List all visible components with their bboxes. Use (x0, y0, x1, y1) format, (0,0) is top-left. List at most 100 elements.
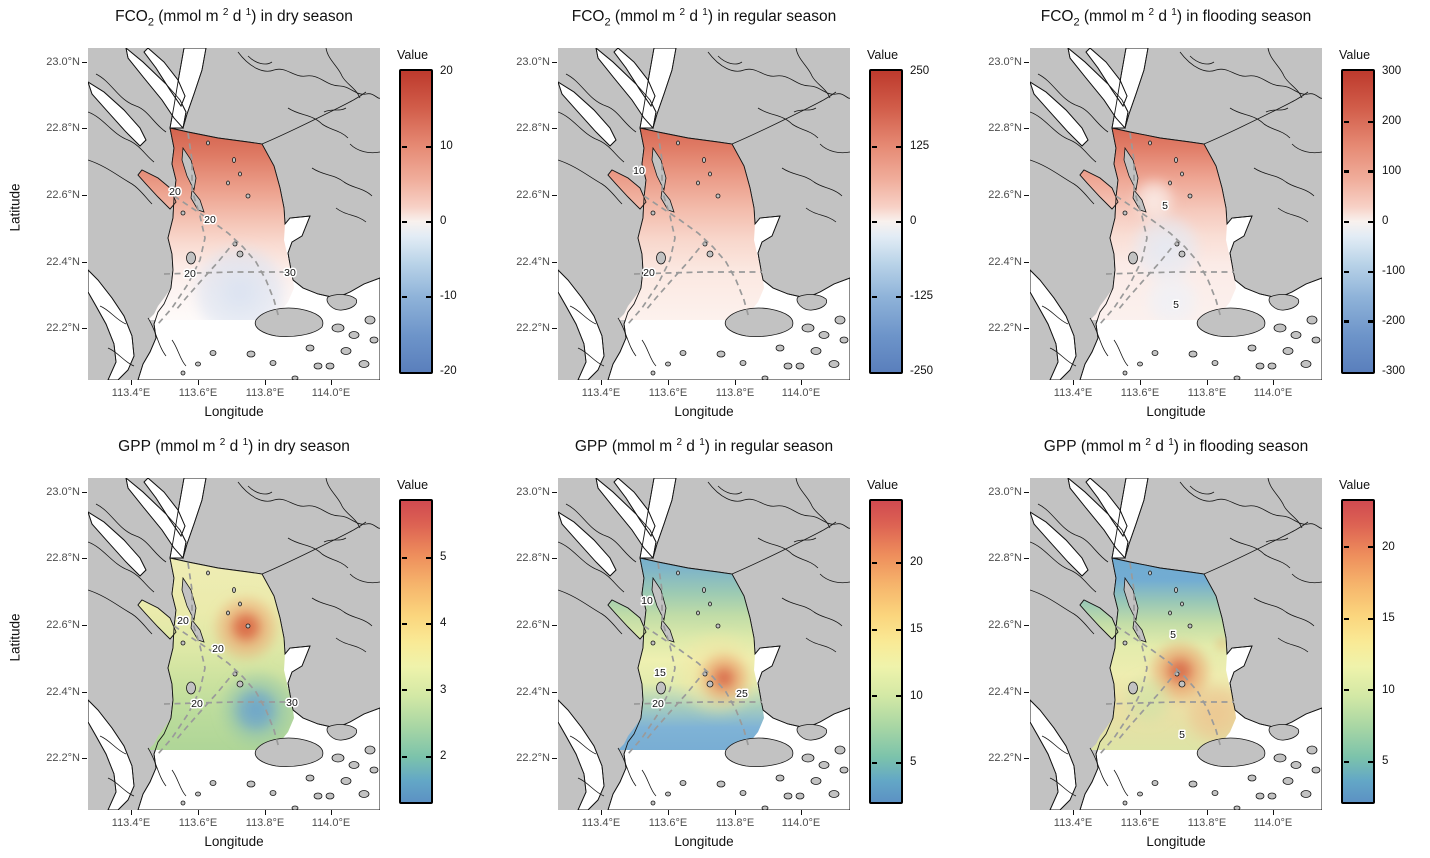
x-axis-title: Longitude (674, 404, 734, 419)
y-tick-mark (1024, 62, 1029, 64)
x-tick-mark (265, 380, 267, 385)
contour-label: 15 (654, 667, 666, 679)
y-tick-label: 22.8°N (46, 122, 80, 134)
contour-label: 5 (1173, 299, 1179, 311)
coastline-layer (558, 478, 850, 810)
coastline-layer (1030, 48, 1322, 380)
colorbar-title: Value (1339, 48, 1371, 62)
x-tick-label: 113.4°E (581, 387, 621, 399)
x-tick-mark (1140, 380, 1142, 385)
contour-label: 5 (1170, 629, 1176, 641)
x-tick-label: 113.6°E (1120, 387, 1160, 399)
y-tick-mark (82, 625, 87, 627)
coastline-layer (558, 48, 850, 380)
panel-title-part: GPP (118, 438, 151, 456)
contour-labels: 20 20 20 30 (168, 185, 298, 282)
colorbar-tick-label: 0 (1382, 215, 1389, 227)
y-tick-mark (1024, 692, 1029, 694)
colorbar-tick-mark (1343, 546, 1349, 549)
island-layer (180, 570, 379, 810)
colorbar-tick-label: 20 (440, 65, 453, 77)
y-tick-mark (82, 62, 87, 64)
colorbar-tick-label: 5 (440, 551, 447, 564)
x-tick-label: 113.4°E (581, 817, 621, 829)
colorbar-title: Value (397, 478, 429, 492)
x-tick-mark (735, 380, 737, 385)
x-tick-label: 114.0°E (311, 387, 351, 399)
y-tick-label: 22.4°N (46, 686, 80, 698)
y-tick-mark (82, 558, 87, 560)
coastline-layer (88, 478, 380, 810)
colorbar-tick-mark (1367, 170, 1373, 173)
panel-title-part: d (682, 438, 700, 456)
y-tick-mark (552, 62, 557, 64)
panel-title-part: (mmol m (1076, 438, 1146, 456)
panel-title-part: 2 (1148, 7, 1155, 18)
x-axis-title: Longitude (1146, 404, 1206, 419)
colorbar-tick-mark (1367, 546, 1373, 549)
panel-title-part: GPP (574, 438, 608, 456)
colorbar-tick-mark (895, 695, 901, 698)
colorbar-title: Value (397, 48, 429, 62)
colorbar-tick-label: 0 (440, 215, 447, 227)
colorbar-tick-label: 3 (440, 683, 447, 696)
river-lines (1030, 48, 1322, 367)
contour-label: 20 (177, 615, 189, 627)
x-tick-label: 113.6°E (648, 387, 688, 399)
y-tick-mark (82, 262, 87, 264)
x-axis-title: Longitude (1146, 834, 1206, 849)
colorbar-tick-mark (1367, 689, 1373, 692)
y-tick-label: 22.8°N (516, 552, 550, 564)
colorbar-tick-mark (425, 145, 431, 148)
x-tick-mark (1273, 810, 1275, 815)
y-tick-label: 23.0°N (988, 56, 1022, 68)
colorbar-tick-mark (401, 145, 407, 148)
panel-title-part: 2 (1073, 16, 1080, 29)
panel-title-part: 2 (147, 16, 154, 29)
x-tick-mark (331, 380, 333, 385)
contour-label: 20 (212, 643, 224, 655)
map-panel-gpp-regular: GPP (mmol m 2 d 1) in regular season 23.0… (470, 430, 942, 858)
x-tick-mark (198, 810, 200, 815)
colorbar (399, 499, 433, 804)
y-tick-label: 22.4°N (988, 686, 1022, 698)
colorbar-tick-label: -100 (1382, 265, 1406, 278)
panel-title-part: d (228, 8, 246, 26)
colorbar-tick-mark (871, 295, 877, 298)
y-tick-mark (1024, 558, 1029, 560)
colorbar-tick-mark (425, 689, 431, 692)
x-tick-label: 113.8°E (245, 817, 285, 829)
x-tick-label: 113.8°E (245, 387, 285, 399)
x-tick-label: 113.4°E (1053, 817, 1093, 829)
map-canvas: 20 20 20 30 (88, 48, 380, 380)
contour-label: 25 (736, 688, 748, 700)
colorbar-tick-label: 20 (1382, 540, 1395, 553)
y-tick-label: 22.4°N (988, 256, 1022, 268)
contour-label: 5 (1162, 200, 1168, 212)
colorbar-tick-label: 200 (1382, 115, 1402, 128)
contour-labels: 10 20 (632, 164, 657, 281)
y-tick-mark (82, 492, 87, 494)
y-tick-label: 23.0°N (46, 56, 80, 68)
y-tick-label: 22.6°N (516, 189, 550, 201)
colorbar-tick-mark (401, 622, 407, 626)
island-layer (650, 140, 849, 380)
colorbar-tick-label: 125 (910, 140, 930, 152)
y-tick-label: 22.6°N (46, 619, 80, 631)
contour-label: 20 (204, 214, 216, 226)
y-tick-mark (552, 625, 557, 627)
colorbar-tick-label: 15 (1382, 612, 1395, 624)
y-axis-title: Latitude (7, 613, 23, 662)
y-tick-mark (1024, 492, 1029, 494)
panel-title-part: (mmol m (150, 438, 220, 456)
colorbar (869, 499, 903, 804)
colorbar-tick-label: 5 (910, 756, 917, 769)
x-tick-label: 113.4°E (111, 817, 151, 829)
colorbar-tick-mark (1343, 220, 1349, 223)
y-tick-mark (82, 692, 87, 694)
colorbar-tick-label: 100 (1382, 164, 1402, 177)
y-tick-label: 22.2°N (516, 752, 550, 764)
river-lines (88, 48, 380, 367)
x-tick-mark (601, 380, 603, 385)
colorbar-tick-label: 5 (1382, 755, 1389, 768)
